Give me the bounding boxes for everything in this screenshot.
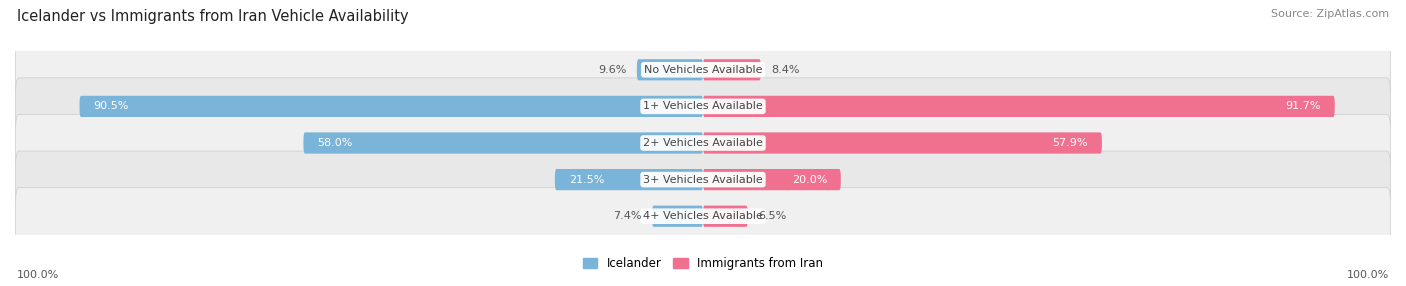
Text: 4+ Vehicles Available: 4+ Vehicles Available [643, 211, 763, 221]
Text: 1+ Vehicles Available: 1+ Vehicles Available [643, 102, 763, 111]
Text: 100.0%: 100.0% [1347, 270, 1389, 280]
Text: 9.6%: 9.6% [598, 65, 627, 75]
Text: 100.0%: 100.0% [17, 270, 59, 280]
FancyBboxPatch shape [652, 206, 703, 227]
FancyBboxPatch shape [80, 96, 703, 117]
Text: 90.5%: 90.5% [93, 102, 129, 111]
Text: 3+ Vehicles Available: 3+ Vehicles Available [643, 175, 763, 184]
FancyBboxPatch shape [15, 114, 1391, 172]
Text: 20.0%: 20.0% [792, 175, 827, 184]
Legend: Icelander, Immigrants from Iran: Icelander, Immigrants from Iran [578, 252, 828, 275]
FancyBboxPatch shape [703, 206, 748, 227]
FancyBboxPatch shape [15, 188, 1391, 245]
FancyBboxPatch shape [703, 96, 1334, 117]
FancyBboxPatch shape [15, 41, 1391, 98]
FancyBboxPatch shape [637, 59, 703, 80]
Text: 8.4%: 8.4% [772, 65, 800, 75]
FancyBboxPatch shape [703, 59, 761, 80]
Text: No Vehicles Available: No Vehicles Available [644, 65, 762, 75]
Text: 6.5%: 6.5% [758, 211, 786, 221]
FancyBboxPatch shape [15, 151, 1391, 208]
Text: 7.4%: 7.4% [613, 211, 641, 221]
Text: 21.5%: 21.5% [568, 175, 605, 184]
FancyBboxPatch shape [555, 169, 703, 190]
FancyBboxPatch shape [304, 132, 703, 154]
Text: 91.7%: 91.7% [1285, 102, 1322, 111]
FancyBboxPatch shape [703, 132, 1102, 154]
FancyBboxPatch shape [703, 169, 841, 190]
Text: 57.9%: 57.9% [1053, 138, 1088, 148]
FancyBboxPatch shape [15, 78, 1391, 135]
Text: Icelander vs Immigrants from Iran Vehicle Availability: Icelander vs Immigrants from Iran Vehicl… [17, 9, 409, 23]
Text: 58.0%: 58.0% [318, 138, 353, 148]
Text: 2+ Vehicles Available: 2+ Vehicles Available [643, 138, 763, 148]
Text: Source: ZipAtlas.com: Source: ZipAtlas.com [1271, 9, 1389, 19]
